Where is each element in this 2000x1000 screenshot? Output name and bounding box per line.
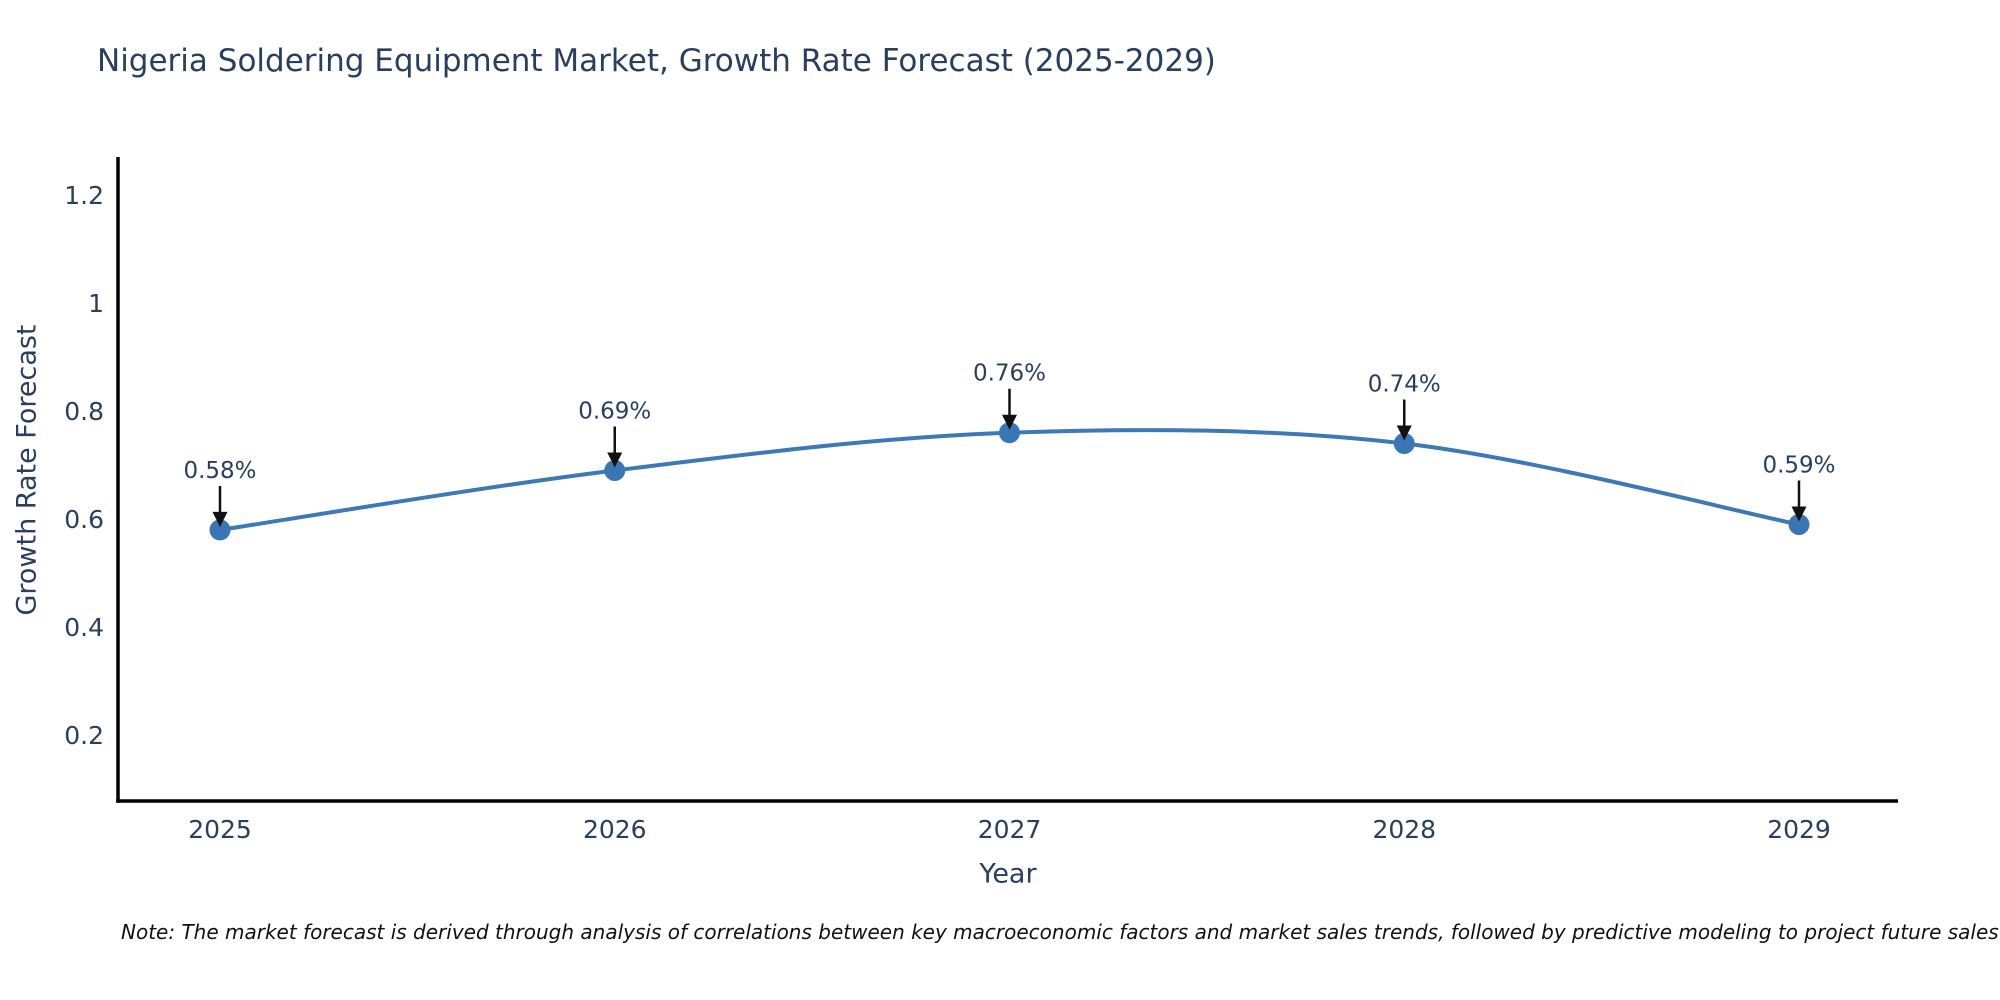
x-tick-label: 2028 xyxy=(1372,815,1436,844)
point-value-label: 0.76% xyxy=(973,361,1046,387)
data-point-marker xyxy=(1788,514,1810,536)
point-value-label: 0.59% xyxy=(1762,453,1835,479)
x-tick-label: 2026 xyxy=(583,815,647,844)
data-point-marker xyxy=(209,519,231,541)
annotation-arrow-head xyxy=(1002,414,1017,430)
y-tick-label: 0.8 xyxy=(64,397,104,426)
point-value-label: 0.58% xyxy=(183,458,256,484)
x-tick-label: 2027 xyxy=(978,815,1042,844)
annotation-arrow-head xyxy=(212,511,228,527)
annotation-arrow-head xyxy=(1791,506,1807,522)
data-point-marker xyxy=(999,422,1020,444)
series-line xyxy=(218,428,1801,532)
y-tick-label: 0.2 xyxy=(64,721,104,750)
chart-title: Nigeria Soldering Equipment Market, Grow… xyxy=(97,43,1216,79)
data-point-marker xyxy=(604,460,626,482)
annotation-arrow-head xyxy=(607,452,623,468)
y-axis-title: Growth Rate Forecast xyxy=(11,324,43,616)
x-tick-label: 2025 xyxy=(188,815,252,844)
y-tick-label: 1 xyxy=(88,289,104,318)
y-tick-label: 1.2 xyxy=(64,181,104,210)
point-value-label: 0.74% xyxy=(1368,372,1441,398)
y-tick-label: 0.4 xyxy=(64,613,104,642)
point-value-label: 0.69% xyxy=(578,399,651,425)
x-axis-title: Year xyxy=(979,858,1037,890)
x-tick-label: 2029 xyxy=(1767,815,1831,844)
y-tick-label: 0.6 xyxy=(64,505,104,534)
footnote: Note: The market forecast is derived thr… xyxy=(121,920,1999,944)
data-point-marker xyxy=(1393,433,1415,455)
annotation-arrow-head xyxy=(1396,425,1412,441)
